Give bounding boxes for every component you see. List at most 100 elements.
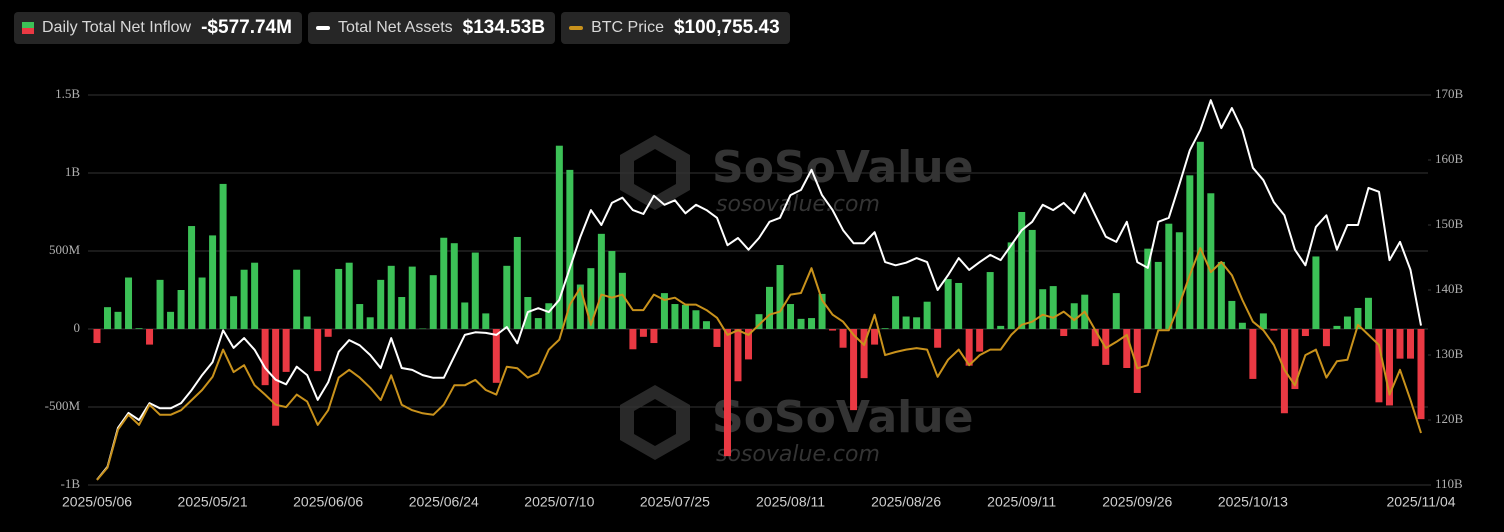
bar (198, 277, 206, 329)
bar (1060, 329, 1068, 337)
y-tick-label: 1.5B (55, 86, 80, 101)
y2-tick-label: 170B (1435, 86, 1464, 101)
bar (1364, 297, 1372, 329)
bar (1301, 329, 1309, 337)
bar (892, 296, 900, 329)
x-tick-label: 2025/07/10 (524, 494, 594, 510)
bar (1322, 329, 1330, 347)
bar (1291, 329, 1299, 390)
watermark-url: sosovalue.com (716, 442, 880, 467)
bar (692, 310, 700, 329)
x-tick-label: 2025/09/11 (987, 494, 1056, 510)
line (96, 247, 1422, 481)
y2-tick-label: 140B (1435, 281, 1464, 296)
bar (1112, 293, 1120, 329)
bar (997, 325, 1005, 329)
bar (986, 272, 994, 329)
bar (1333, 325, 1341, 329)
watermark-text: SoSoValue (712, 392, 973, 443)
bar (1144, 248, 1152, 329)
bar (440, 237, 448, 329)
bar (576, 284, 584, 329)
bar (345, 262, 353, 329)
y-tick-label: 1B (65, 164, 81, 179)
bar (93, 329, 101, 344)
x-tick-label: 2025/06/24 (409, 494, 479, 510)
bar (419, 328, 427, 330)
bar (104, 307, 112, 329)
legend-item: Total Net Assets $134.53B (307, 12, 556, 44)
bar (1217, 261, 1225, 329)
bar (293, 269, 301, 329)
bar (776, 265, 784, 329)
bar (1039, 289, 1047, 329)
bar (913, 317, 921, 329)
bar (1196, 141, 1204, 329)
bar (808, 318, 816, 329)
bar (450, 243, 458, 329)
bar (587, 268, 595, 329)
bar (1049, 286, 1057, 329)
x-tick-label: 2025/08/26 (871, 494, 941, 510)
y-tick-label: -1B (61, 476, 81, 491)
y-tick-label: -500M (45, 398, 81, 413)
bar (734, 329, 742, 382)
bar (1385, 329, 1393, 406)
bar (723, 329, 731, 457)
bar (681, 304, 689, 329)
bar (135, 328, 143, 329)
legend-item: Daily Total Net Inflow -$577.74M (14, 12, 302, 44)
x-tick-label: 2025/06/06 (293, 494, 363, 510)
bar (387, 265, 395, 329)
bar (1175, 232, 1183, 329)
bar (1091, 329, 1099, 347)
bar (471, 252, 479, 329)
bar (1133, 329, 1141, 393)
y-tick-label: 500M (49, 242, 81, 257)
bar (1186, 175, 1194, 329)
bar (156, 279, 164, 329)
bar (608, 251, 616, 329)
x-tick-label: 2025/08/11 (756, 494, 825, 510)
bar (902, 316, 910, 329)
watermark-url: sosovalue.com (716, 192, 880, 217)
bar (965, 329, 973, 366)
bar (335, 268, 343, 329)
bar (944, 279, 952, 329)
bar (787, 304, 795, 329)
bar (755, 314, 763, 329)
bar (881, 328, 889, 329)
bar (125, 277, 133, 329)
x-tick-label: 2025/05/06 (62, 494, 132, 510)
bar (1343, 316, 1351, 329)
bar (976, 329, 984, 352)
y2-tick-label: 110B (1435, 476, 1463, 491)
bar (272, 329, 280, 426)
bar (1396, 329, 1404, 359)
bar (1259, 313, 1267, 329)
bar (871, 329, 879, 345)
bar (850, 329, 858, 411)
bar (545, 303, 553, 329)
bar (282, 329, 290, 372)
bar (860, 329, 868, 379)
legend-swatch (569, 26, 584, 30)
watermark: SoSoValue sosovalue.com SoSoValue sosova… (620, 135, 973, 467)
bar (618, 272, 626, 329)
legend-value: $100,755.43 (673, 17, 780, 38)
bar (1228, 300, 1236, 329)
bar (1312, 256, 1320, 329)
bar (713, 329, 721, 347)
bar (1165, 223, 1173, 329)
bar (1406, 329, 1414, 359)
bar (251, 262, 259, 329)
y-tick-label: 0 (74, 320, 81, 335)
bar (398, 297, 406, 329)
x-tick-label: 2025/05/21 (178, 494, 248, 510)
x-tick-label: 2025/10/13 (1218, 494, 1288, 510)
bar (356, 304, 364, 329)
bar (1018, 212, 1026, 329)
bar (314, 329, 322, 372)
bar (1270, 329, 1278, 331)
